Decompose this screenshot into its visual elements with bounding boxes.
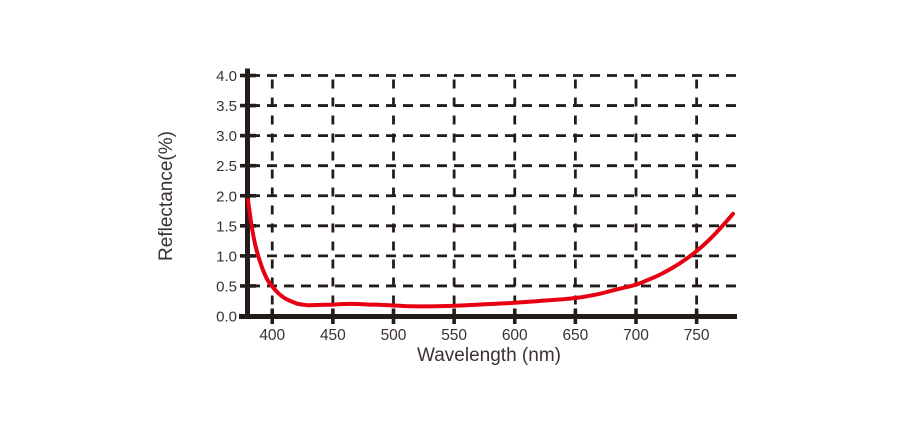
y-axis-label: Reflectance(%) — [156, 131, 177, 261]
x-tick-label: 500 — [381, 327, 407, 344]
y-tick-label: 1.0 — [216, 248, 237, 265]
y-tick-label: 2.0 — [216, 188, 237, 205]
y-tick-label: 1.5 — [216, 218, 237, 235]
y-tick-label: 3.5 — [216, 98, 237, 115]
x-tick-label: 600 — [502, 327, 528, 344]
x-tick-label: 450 — [320, 327, 346, 344]
grid-layer — [250, 74, 741, 313]
y-tick-label: 0.5 — [216, 278, 237, 295]
reflectance-curve — [246, 198, 735, 309]
x-tick-label: 650 — [562, 327, 588, 344]
y-tick-label: 3.0 — [216, 128, 237, 145]
x-tick-label: 700 — [623, 327, 649, 344]
x-axis-label: Wavelength (nm) — [417, 345, 561, 366]
x-tick-label: 750 — [684, 327, 710, 344]
x-tick-label: 550 — [441, 327, 467, 344]
tick-label-layer: 0.0 0.5 1.0 1.5 2.0 2.5 3.0 3.5 4.0 400 450 500 550 6… — [216, 68, 710, 344]
y-tick-label: 2.5 — [216, 158, 237, 175]
y-tick-label: 4.0 — [216, 68, 237, 85]
x-tick-label: 400 — [259, 327, 285, 344]
axes-layer — [239, 68, 737, 319]
y-tick-label: 0.0 — [216, 309, 237, 326]
